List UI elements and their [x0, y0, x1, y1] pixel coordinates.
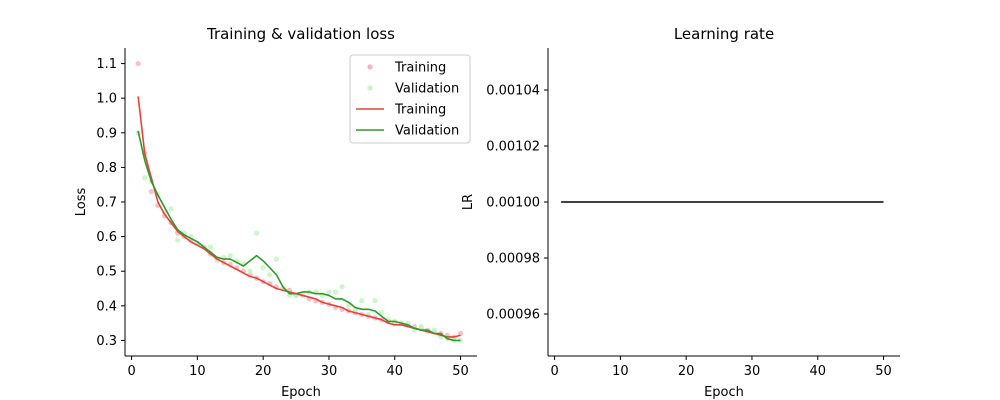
x-tick-label: 10	[189, 364, 206, 379]
legend: Training Validation Training Validation	[349, 54, 471, 144]
x-axis-label: Epoch	[281, 385, 321, 400]
scatter-point-series-1	[227, 253, 233, 259]
x-tick-label: 40	[809, 364, 826, 379]
chart-title: Training & validation loss	[206, 25, 395, 43]
legend-frame	[349, 54, 471, 144]
y-tick-label: 1.1	[96, 57, 117, 72]
y-tick-label: 0.00100	[486, 196, 540, 211]
scatter-point-series-1	[326, 289, 332, 295]
legend-label: Validation	[395, 124, 459, 139]
x-tick-label: 20	[255, 364, 272, 379]
legend-marker	[367, 85, 373, 91]
y-tick-label: 0.8	[96, 161, 117, 176]
scatter-point-series-1	[253, 230, 260, 236]
scatter-point-series-1	[339, 284, 345, 290]
y-tick-label: 1.0	[96, 92, 117, 107]
scatter-point-series-1	[418, 323, 424, 330]
series-line-2	[137, 96, 461, 338]
learning-rate-chart: Learning rate 0 10 20 30 40 50 0.00096 0.00098 0.…	[461, 25, 900, 400]
y-tick-label: 0.7	[96, 196, 117, 211]
y-tick-label: 0.00104	[486, 84, 540, 99]
scatter-point-series-1	[332, 289, 339, 295]
y-tick-label: 0.9	[96, 126, 117, 141]
scatter-point-series-1	[207, 244, 214, 250]
chart-title: Learning rate	[674, 25, 774, 43]
x-tick-label: 10	[612, 364, 629, 379]
scatter-point-series-1	[359, 298, 365, 304]
x-tick-label: 50	[875, 364, 892, 379]
legend-label: Training	[394, 61, 446, 76]
legend-label: Training	[394, 103, 446, 118]
y-tick-label: 0.00096	[486, 308, 540, 323]
scatter-point-series-1	[142, 175, 148, 181]
x-axis-label: Epoch	[704, 385, 744, 400]
scatter-point-series-1	[372, 298, 378, 304]
scatter-point-series-0	[148, 189, 154, 195]
y-axis-label: LR	[461, 194, 476, 210]
loss-chart: Training & validation loss 0 10 20 30 40 50 0.3…	[74, 25, 477, 400]
x-tick-label: 50	[452, 364, 469, 379]
y-tick-label: 0.3	[96, 334, 117, 349]
scatter-point-series-1	[431, 327, 437, 333]
x-tick-label: 0	[127, 364, 135, 379]
scatter-point-series-1	[260, 265, 266, 271]
y-tick-label: 0.4	[96, 299, 117, 314]
y-tick-label: 0.00098	[486, 252, 540, 267]
scatter-point-series-1	[247, 268, 253, 274]
x-tick-label: 20	[678, 364, 695, 379]
y-tick-label: 0.00102	[486, 140, 540, 155]
scatter-point-series-1	[267, 272, 273, 278]
scatter-point-series-1	[168, 206, 174, 212]
scatter-point-series-1	[346, 303, 352, 309]
legend-marker	[367, 64, 373, 70]
scatter-point-series-1	[273, 256, 279, 262]
scatter-point-series-1	[175, 237, 181, 243]
y-axis-label: Loss	[74, 188, 89, 217]
x-tick-label: 40	[386, 364, 403, 379]
x-tick-label: 30	[321, 364, 338, 379]
series-line-3	[137, 130, 461, 342]
x-tick-label: 30	[744, 364, 761, 379]
legend-label: Validation	[395, 82, 459, 97]
scatter-point-series-0	[135, 60, 141, 67]
y-tick-label: 0.5	[96, 265, 117, 280]
scatter-point-series-1	[378, 310, 385, 316]
y-tick-label: 0.6	[96, 230, 117, 245]
x-tick-label: 0	[550, 364, 558, 379]
